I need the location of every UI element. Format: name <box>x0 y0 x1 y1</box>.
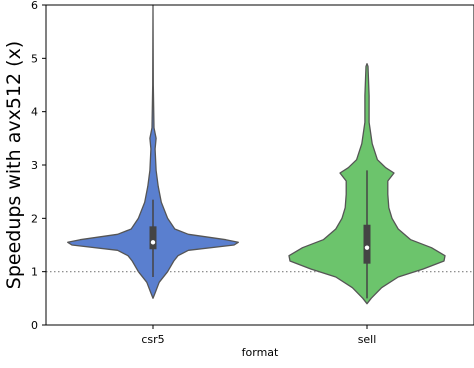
iqr-box-sell <box>363 224 371 264</box>
x-tick-label: sell <box>358 333 377 346</box>
x-axis-label: format <box>242 346 279 359</box>
plot-frame <box>45 4 474 326</box>
y-axis-label: Speedups with avx512 (x) <box>3 41 25 289</box>
y-tick-label: 5 <box>31 52 38 65</box>
y-tick-label: 6 <box>31 0 38 12</box>
x-tick-label: csr5 <box>141 333 164 346</box>
y-tick-label: 4 <box>31 106 38 119</box>
median-marker-sell <box>364 245 370 250</box>
median-marker-csr5 <box>150 240 156 245</box>
axes-group <box>45 4 474 326</box>
y-ticks-group: 0 1 2 3 4 5 6 <box>31 0 46 332</box>
y-tick-label: 0 <box>31 319 38 332</box>
y-tick-label: 1 <box>31 266 38 279</box>
violins-group <box>67 4 446 305</box>
y-tick-label: 3 <box>31 159 38 172</box>
x-ticks-group: csr5 sell <box>141 325 376 346</box>
y-tick-label: 2 <box>31 212 38 225</box>
iqr-box-csr5 <box>149 226 157 250</box>
